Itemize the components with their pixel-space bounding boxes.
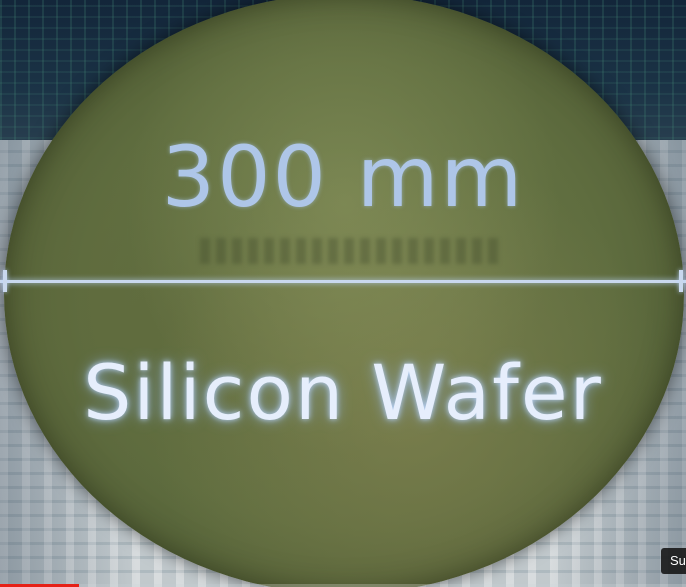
diameter-line: [0, 280, 686, 283]
video-progress-fill: [0, 584, 79, 587]
video-progress-bar[interactable]: [0, 584, 686, 587]
silicon-wafer-disc: [4, 0, 684, 587]
diameter-cap-right: [679, 270, 683, 292]
diameter-label: 300 mm: [161, 128, 525, 226]
subtitles-badge[interactable]: Su: [661, 548, 686, 574]
blurred-reflection: [200, 238, 500, 264]
diameter-cap-left: [3, 270, 7, 292]
wafer-name-label: Silicon Wafer: [83, 348, 603, 437]
